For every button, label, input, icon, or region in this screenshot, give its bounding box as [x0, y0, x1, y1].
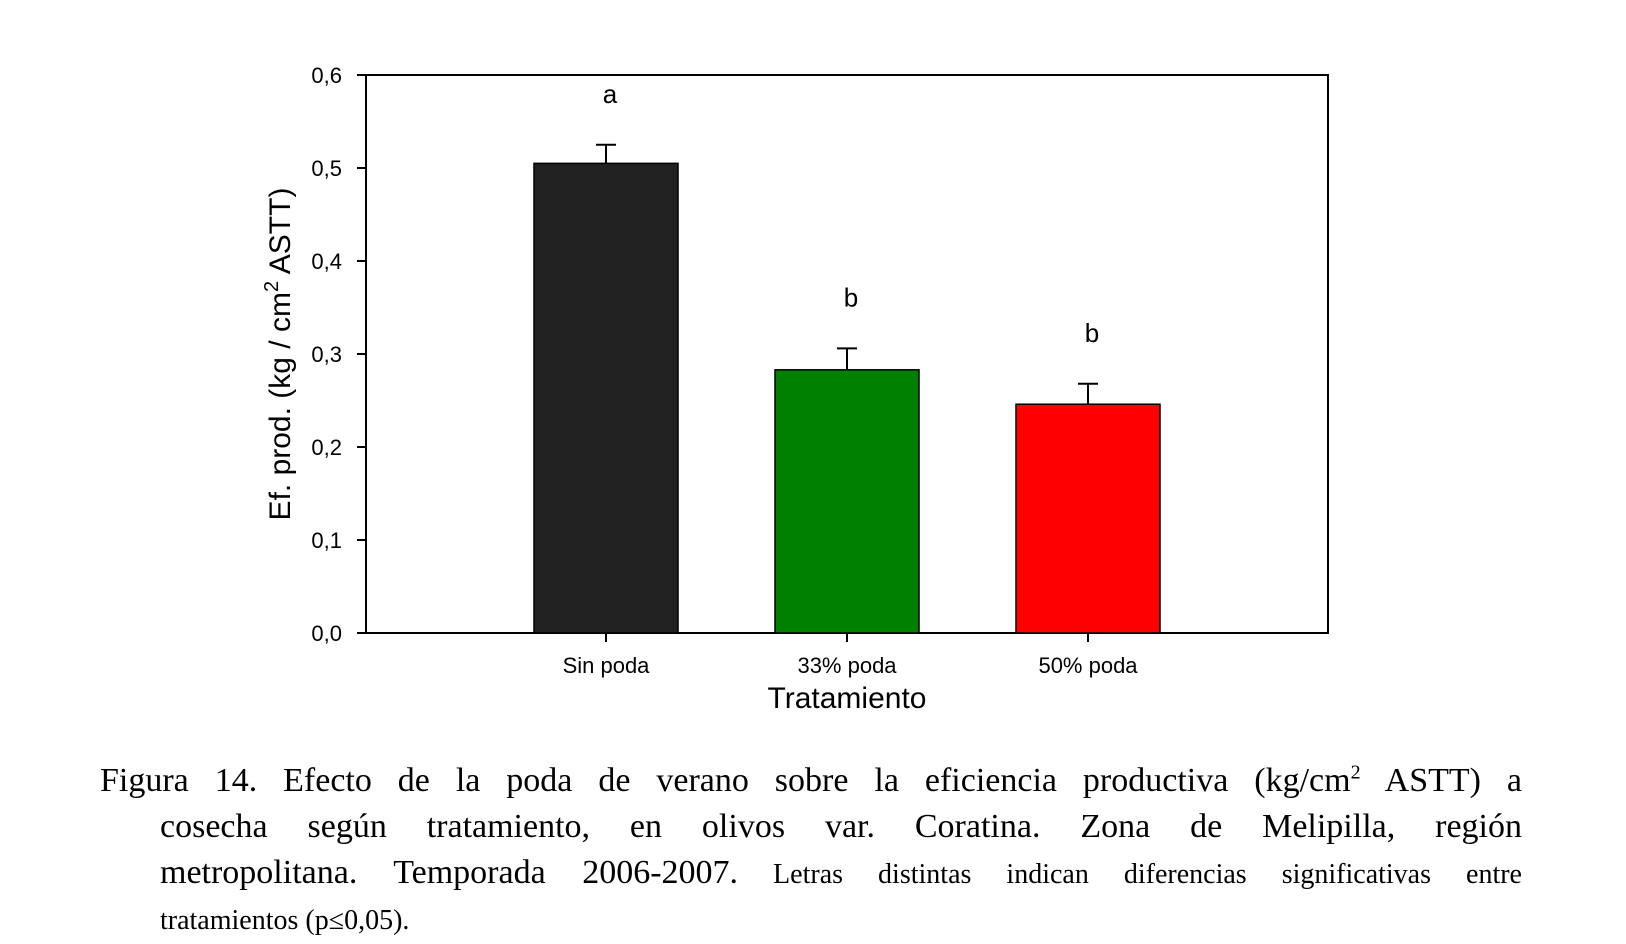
y-tick-label: 0,0 [311, 621, 342, 646]
x-tick-label: Sin poda [563, 653, 651, 678]
y-tick-label: 0,4 [311, 249, 342, 274]
y-tick-label: 0,5 [311, 156, 342, 181]
bar [774, 369, 920, 634]
caption-line-3: metropolitana. Temporada 2006-2007. Letr… [160, 854, 1522, 891]
caption-line-1: Figura 14. Efecto de la poda de verano s… [100, 761, 1522, 799]
figure-caption: Figura 14. Efecto de la poda de verano s… [100, 758, 1522, 944]
y-tick-label: 0,2 [311, 435, 342, 460]
significance-letter: b [844, 282, 858, 312]
x-axis: Sin poda 33% poda 50% poda [563, 633, 1138, 678]
y-axis-label: Ef. prod. (kg / cm2 ASTT) [261, 188, 297, 521]
y-tick-label: 0,6 [311, 63, 342, 88]
caption-line-2: cosecha según tratamiento, en olivos var… [160, 808, 1522, 845]
bars-group: a b b [533, 79, 1161, 634]
caption-line-4: tratamientos (p≤0,05). [160, 905, 410, 936]
x-tick-label: 33% poda [797, 653, 897, 678]
bar [1015, 403, 1161, 634]
y-tick-label: 0,3 [311, 342, 342, 367]
x-tick-label: 50% poda [1038, 653, 1138, 678]
significance-letter: a [603, 79, 618, 109]
y-axis: 0,0 0,1 0,2 0,3 0,4 0,5 0,6 [311, 63, 366, 646]
bar-chart: a b b 0,0 0,1 0,2 0,3 0,4 0,5 0,6 Sin poda 33% po… [261, 63, 1329, 715]
y-tick-label: 0,1 [311, 528, 342, 553]
significance-letter: b [1085, 318, 1099, 348]
bar [533, 162, 679, 634]
x-axis-label: Tratamiento [768, 682, 927, 715]
